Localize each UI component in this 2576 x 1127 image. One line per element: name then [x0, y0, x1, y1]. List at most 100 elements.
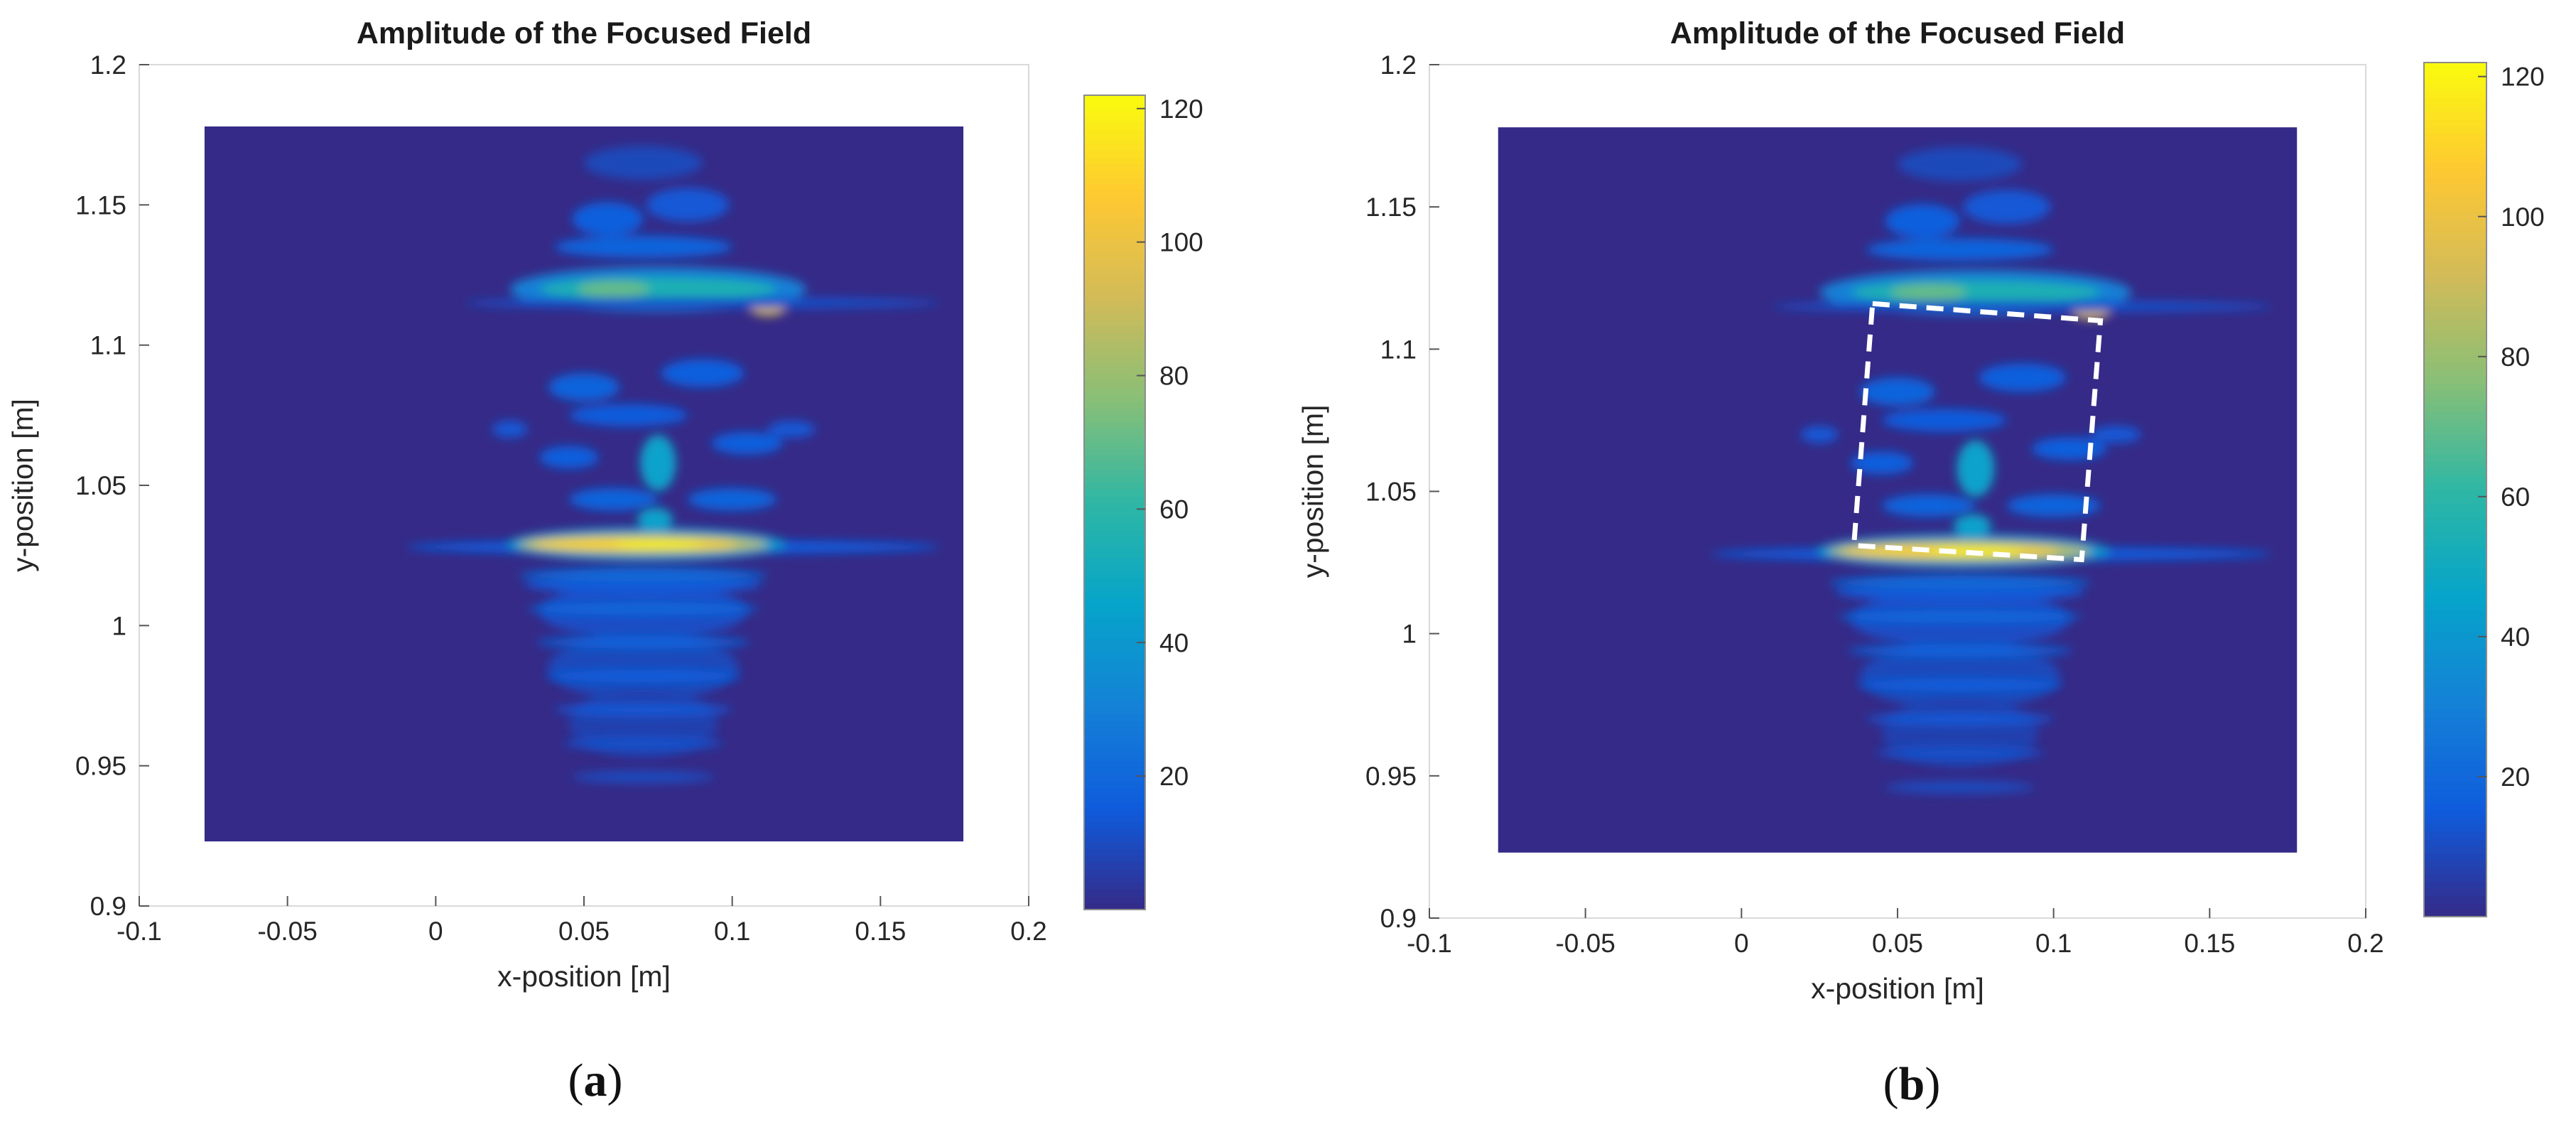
panel-a: Amplitude of the Focused Field -0.1 -0.05 0…	[6, 16, 1203, 1106]
colorbar-swatch	[2424, 845, 2486, 853]
colorbar-swatch	[1084, 271, 1145, 279]
colorbar-swatch	[2424, 902, 2486, 910]
y-tick-label: 1.15	[75, 190, 126, 220]
haze-speckle	[569, 487, 659, 511]
colorbar-swatch	[1084, 122, 1145, 130]
colorbar-swatch	[2424, 240, 2486, 249]
colorbar-swatch	[2424, 425, 2486, 433]
y-tick-label: 1.05	[75, 471, 126, 500]
colorbar-swatch	[1084, 455, 1145, 463]
colorbar-swatch	[2424, 112, 2486, 121]
colorbar-swatch	[2424, 176, 2486, 185]
colorbar-swatch	[1084, 549, 1145, 558]
colorbar-swatch	[1084, 278, 1145, 286]
colorbar-swatch	[1084, 610, 1145, 619]
colorbar-swatch	[1084, 102, 1145, 110]
chart-title: Amplitude of the Focused Field	[357, 16, 811, 50]
haze-speckle	[646, 188, 730, 222]
colorbar-swatch	[2424, 311, 2486, 320]
colorbar-swatch	[2424, 411, 2486, 419]
colorbar-swatch	[1084, 529, 1145, 537]
colorbar-tick-label: 60	[2501, 482, 2530, 512]
colorbar-swatch	[1084, 841, 1145, 850]
colorbar-swatch	[1084, 346, 1145, 354]
colorbar-swatch	[1084, 516, 1145, 524]
colorbar-tick-label: 80	[1159, 362, 1189, 391]
y-tick-label: 0.9	[1380, 904, 1417, 933]
colorbar-swatch	[1084, 801, 1145, 809]
colorbar-swatch	[1084, 522, 1145, 531]
x-tick-label: 0	[1734, 929, 1749, 958]
colorbar-swatch	[1084, 488, 1145, 497]
x-tick-label: 0.2	[2347, 929, 2383, 958]
haze-speckle	[572, 202, 644, 236]
colorbar-swatch	[2424, 610, 2486, 619]
colorbar-swatch	[1084, 170, 1145, 178]
colorbar-swatch	[2424, 781, 2486, 789]
colorbar-swatch	[1084, 509, 1145, 517]
upper-band-core	[578, 280, 649, 298]
colorbar-swatch	[2424, 70, 2486, 78]
colorbar-swatch	[1084, 203, 1145, 212]
y-tick-label: 1	[112, 611, 126, 640]
colorbar-swatch	[1084, 217, 1145, 225]
colorbar-swatch	[1084, 149, 1145, 157]
colorbar-swatch	[2424, 618, 2486, 626]
colorbar-swatch	[2424, 304, 2486, 313]
colorbar-swatch	[1084, 652, 1145, 659]
ripple-band	[1838, 610, 2082, 623]
colorbar-swatch	[1084, 882, 1145, 890]
colorbar-swatch	[1084, 753, 1145, 761]
colorbar-swatch	[2424, 333, 2486, 341]
colorbar-swatch	[2424, 646, 2486, 654]
colorbar-swatch	[2424, 446, 2486, 455]
ripple-band	[554, 703, 732, 716]
colorbar-swatch	[1084, 244, 1145, 252]
colorbar-swatch	[2424, 148, 2486, 156]
colorbar-swatch	[1084, 333, 1145, 340]
colorbar-swatch	[2424, 205, 2486, 213]
colorbar-swatch	[2424, 554, 2486, 562]
colorbar-swatch	[2424, 169, 2486, 178]
x-tick-label: 0.2	[1010, 917, 1046, 946]
colorbar-swatch	[2424, 389, 2486, 398]
y-tick-label: 1.15	[1365, 193, 1417, 222]
colorbar-swatch	[2424, 190, 2486, 199]
central-blob	[640, 434, 676, 491]
y-tick-label: 0.95	[75, 752, 126, 781]
colorbar-swatch	[1084, 434, 1145, 443]
haze-speckle	[584, 146, 703, 180]
colorbar-swatch	[2424, 852, 2486, 861]
colorbar-swatch	[1084, 387, 1145, 395]
colorbar-swatch	[1084, 685, 1145, 694]
colorbar-swatch	[2424, 760, 2486, 768]
colorbar-swatch	[1084, 699, 1145, 707]
heatmap-haze	[492, 146, 816, 757]
colorbar-swatch	[2424, 119, 2486, 128]
colorbar-swatch	[2424, 404, 2486, 412]
colorbar-swatch	[1084, 746, 1145, 755]
y-tick-label: 0.95	[1365, 762, 1417, 791]
colorbar-swatch	[2424, 710, 2486, 718]
colorbar-swatch	[2424, 582, 2486, 591]
haze-speckle	[1898, 147, 2023, 182]
colorbar-swatch	[1084, 231, 1145, 239]
colorbar-swatch	[2424, 482, 2486, 490]
colorbar-swatch	[1084, 156, 1145, 164]
colorbar-swatch	[1084, 658, 1145, 667]
colorbar-swatch	[2424, 639, 2486, 647]
haze-speckle	[1866, 238, 2054, 261]
colorbar-swatch	[2424, 546, 2486, 555]
colorbar-swatch	[2424, 261, 2486, 270]
colorbar-swatch	[2424, 276, 2486, 284]
colorbar-swatch	[2424, 674, 2486, 683]
colorbar-swatch	[2424, 767, 2486, 775]
colorbar-swatch	[2424, 596, 2486, 605]
haze-speckle	[548, 373, 620, 401]
colorbar-tick-label: 60	[1159, 495, 1189, 524]
colorbar-swatch	[1084, 814, 1145, 822]
colorbar: 20 40 60 80 100 120	[1083, 95, 1203, 910]
y-axis-label: y-position [m]	[6, 399, 39, 572]
colorbar-swatch	[2424, 63, 2486, 71]
colorbar-swatch	[1084, 312, 1145, 320]
